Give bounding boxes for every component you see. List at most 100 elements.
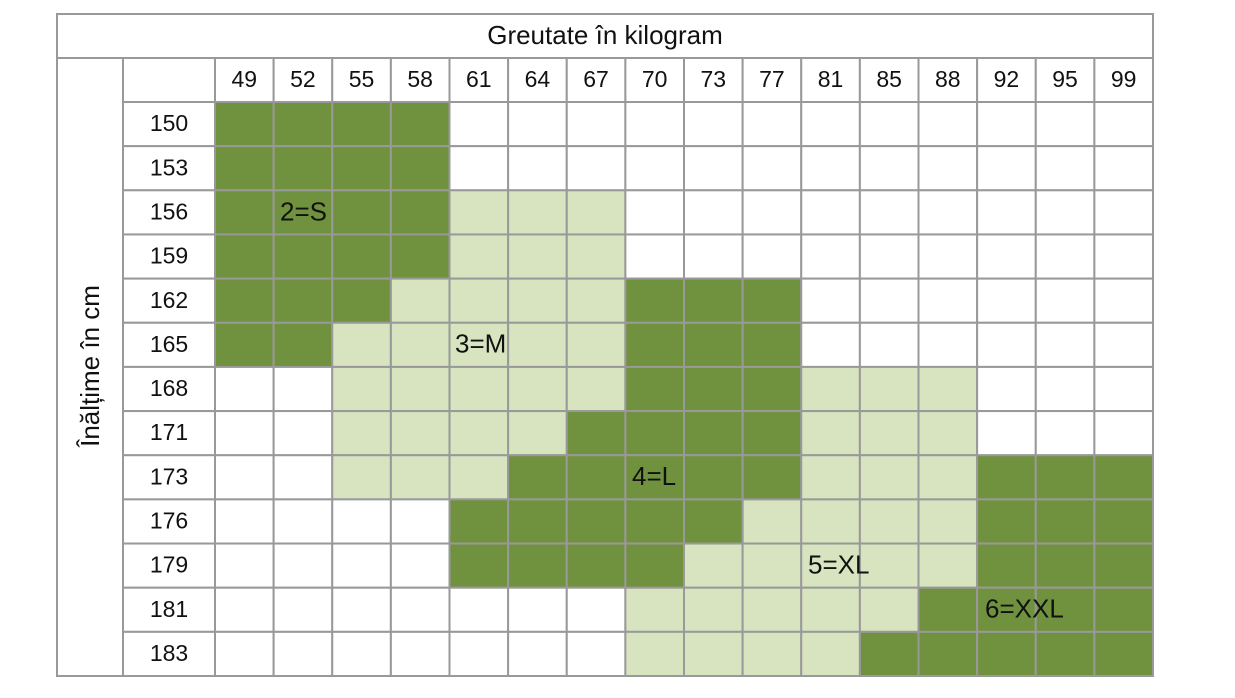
row-header: 150 — [150, 110, 188, 136]
cell — [624, 321, 685, 368]
cell — [858, 630, 920, 677]
cell — [448, 365, 510, 413]
cell — [331, 498, 392, 545]
cell — [1034, 277, 1096, 324]
column-header: 85 — [876, 66, 902, 92]
cell — [1093, 542, 1154, 589]
cell — [976, 498, 1037, 545]
cell — [976, 410, 1037, 457]
cell — [858, 145, 920, 192]
cell — [1034, 542, 1096, 589]
cell — [389, 410, 451, 457]
cell — [683, 321, 744, 368]
header-cell — [858, 57, 920, 103]
cell — [389, 277, 451, 324]
cell — [741, 233, 803, 280]
cell — [507, 498, 568, 545]
cell — [214, 365, 275, 413]
cell — [389, 454, 451, 501]
cell — [272, 321, 334, 368]
cell — [683, 277, 744, 324]
table-title: Greutate în kilogram — [487, 20, 723, 50]
size-label: 5=XL — [808, 549, 869, 579]
cell — [1034, 586, 1096, 633]
cell — [1093, 498, 1154, 545]
header-cell — [800, 57, 861, 103]
column-header: 95 — [1052, 66, 1078, 92]
cell — [507, 365, 568, 413]
cell — [507, 277, 568, 324]
cell — [800, 365, 861, 413]
cell — [331, 189, 392, 236]
cell — [624, 365, 685, 413]
cell — [683, 365, 744, 413]
cell — [389, 586, 451, 633]
cell — [624, 630, 685, 677]
cell — [214, 454, 275, 501]
cell — [917, 189, 979, 236]
cell — [976, 454, 1037, 501]
cell — [272, 233, 334, 280]
cell — [858, 277, 920, 324]
cell — [741, 101, 803, 148]
cell — [448, 542, 510, 589]
row-header-cell — [122, 365, 216, 413]
column-header: 64 — [525, 66, 551, 92]
cell — [1034, 498, 1096, 545]
cell — [389, 145, 451, 192]
row-header: 156 — [150, 198, 188, 224]
cell — [1093, 277, 1154, 324]
cell — [214, 101, 275, 148]
cell — [800, 498, 861, 545]
cell — [1093, 630, 1154, 677]
cell — [565, 145, 627, 192]
cell — [1034, 630, 1096, 677]
cell — [331, 410, 392, 457]
cell — [448, 101, 510, 148]
cell — [565, 586, 627, 633]
row-header-cell — [122, 277, 216, 324]
header-cell — [683, 57, 744, 103]
cell — [624, 586, 685, 633]
corner-cell — [122, 57, 216, 103]
cell — [800, 101, 861, 148]
cell — [448, 586, 510, 633]
cell — [389, 101, 451, 148]
cell — [858, 498, 920, 545]
cell — [624, 101, 685, 148]
cell — [683, 189, 744, 236]
cell — [683, 410, 744, 457]
column-header: 81 — [818, 66, 844, 92]
cell — [858, 233, 920, 280]
cell — [976, 365, 1037, 413]
row-header: 168 — [150, 375, 188, 401]
row-axis-label: Înălțime în cm — [75, 285, 105, 448]
cell — [272, 630, 334, 677]
cell — [976, 321, 1037, 368]
cell — [917, 498, 979, 545]
cell — [448, 233, 510, 280]
cell — [917, 321, 979, 368]
cell — [741, 498, 803, 545]
column-header: 70 — [642, 66, 668, 92]
cell — [507, 542, 568, 589]
row-header-cell — [122, 321, 216, 368]
cell — [624, 410, 685, 457]
cell — [858, 410, 920, 457]
row-header-cell — [122, 586, 216, 633]
cell — [565, 321, 627, 368]
cell — [272, 145, 334, 192]
header-cell — [448, 57, 510, 103]
cell — [741, 454, 803, 501]
cell — [624, 189, 685, 236]
cell — [389, 498, 451, 545]
cell — [507, 410, 568, 457]
cell — [389, 233, 451, 280]
cell — [976, 630, 1037, 677]
size-label: 3=M — [455, 329, 506, 359]
cell — [1093, 586, 1154, 633]
cell — [683, 542, 744, 589]
cell — [389, 542, 451, 589]
cell — [800, 277, 861, 324]
